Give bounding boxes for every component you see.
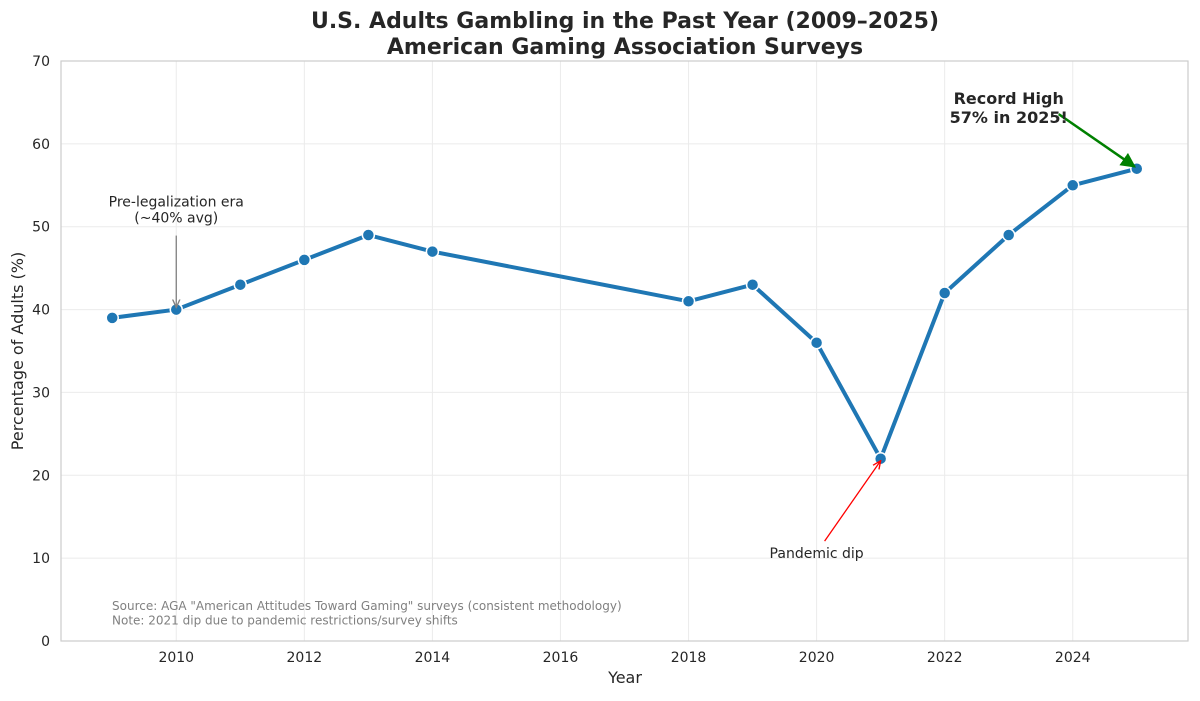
footnote-note: Note: 2021 dip due to pandemic restricti… — [112, 614, 458, 628]
data-point — [105, 311, 119, 325]
data-point — [809, 335, 824, 350]
x-tick-label: 2022 — [927, 650, 963, 666]
chart-title: U.S. Adults Gambling in the Past Year (2… — [311, 9, 939, 34]
x-tick-label: 2016 — [543, 650, 579, 666]
x-axis-ticks: 2010 2012 2014 2016 2018 2020 2022 2024 — [158, 650, 1090, 666]
data-point — [937, 286, 952, 300]
y-tick-label: 70 — [32, 54, 50, 70]
y-tick-label: 20 — [32, 468, 50, 484]
data-point — [745, 277, 760, 292]
annotation-arrow — [824, 461, 881, 542]
grid — [61, 60, 1188, 642]
y-tick-label: 50 — [32, 220, 50, 236]
footnote-source: Source: AGA "American Attitudes Toward G… — [112, 599, 622, 613]
y-tick-label: 60 — [32, 137, 50, 153]
x-tick-label: 2014 — [415, 650, 451, 666]
x-tick-label: 2012 — [287, 650, 323, 666]
y-tick-label: 10 — [32, 551, 50, 567]
data-point — [297, 253, 312, 267]
series-line — [110, 166, 1139, 461]
y-axis-label: Percentage of Adults (%) — [8, 252, 27, 450]
annotation-text: Record High — [954, 89, 1064, 108]
x-tick-label: 2010 — [158, 650, 194, 666]
x-axis-label: Year — [607, 668, 642, 687]
annotation-text: Pre-legalization era — [109, 195, 244, 211]
x-tick-label: 2024 — [1055, 650, 1091, 666]
chart-subtitle: American Gaming Association Surveys — [387, 35, 863, 60]
plot-frame — [60, 60, 1189, 642]
data-point — [873, 451, 888, 466]
y-axis-ticks: 0 10 20 30 40 50 60 70 — [32, 54, 50, 650]
y-tick-label: 0 — [41, 634, 50, 650]
data-point — [233, 277, 248, 292]
annotation-pre-legalization: Pre-legalization era(~40% avg) — [109, 195, 244, 308]
x-tick-label: 2018 — [671, 650, 707, 666]
data-point — [1065, 178, 1080, 193]
series — [105, 161, 1144, 466]
data-point — [1001, 228, 1016, 242]
annotation-text: 57% in 2025! — [950, 108, 1068, 127]
data-point — [425, 244, 440, 259]
annotation-text: Pandemic dip — [770, 546, 864, 562]
annotation-pandemic-dip: Pandemic dip — [770, 461, 881, 562]
annotations: Pre-legalization era(~40% avg) Pandemic d… — [109, 89, 1137, 562]
annotation-text: (~40% avg) — [134, 211, 218, 227]
y-tick-label: 40 — [32, 303, 50, 319]
x-tick-label: 2020 — [799, 650, 835, 666]
annotation-arrow — [1057, 113, 1137, 168]
data-point — [681, 294, 696, 309]
y-tick-label: 30 — [32, 385, 50, 401]
data-point — [361, 228, 376, 242]
